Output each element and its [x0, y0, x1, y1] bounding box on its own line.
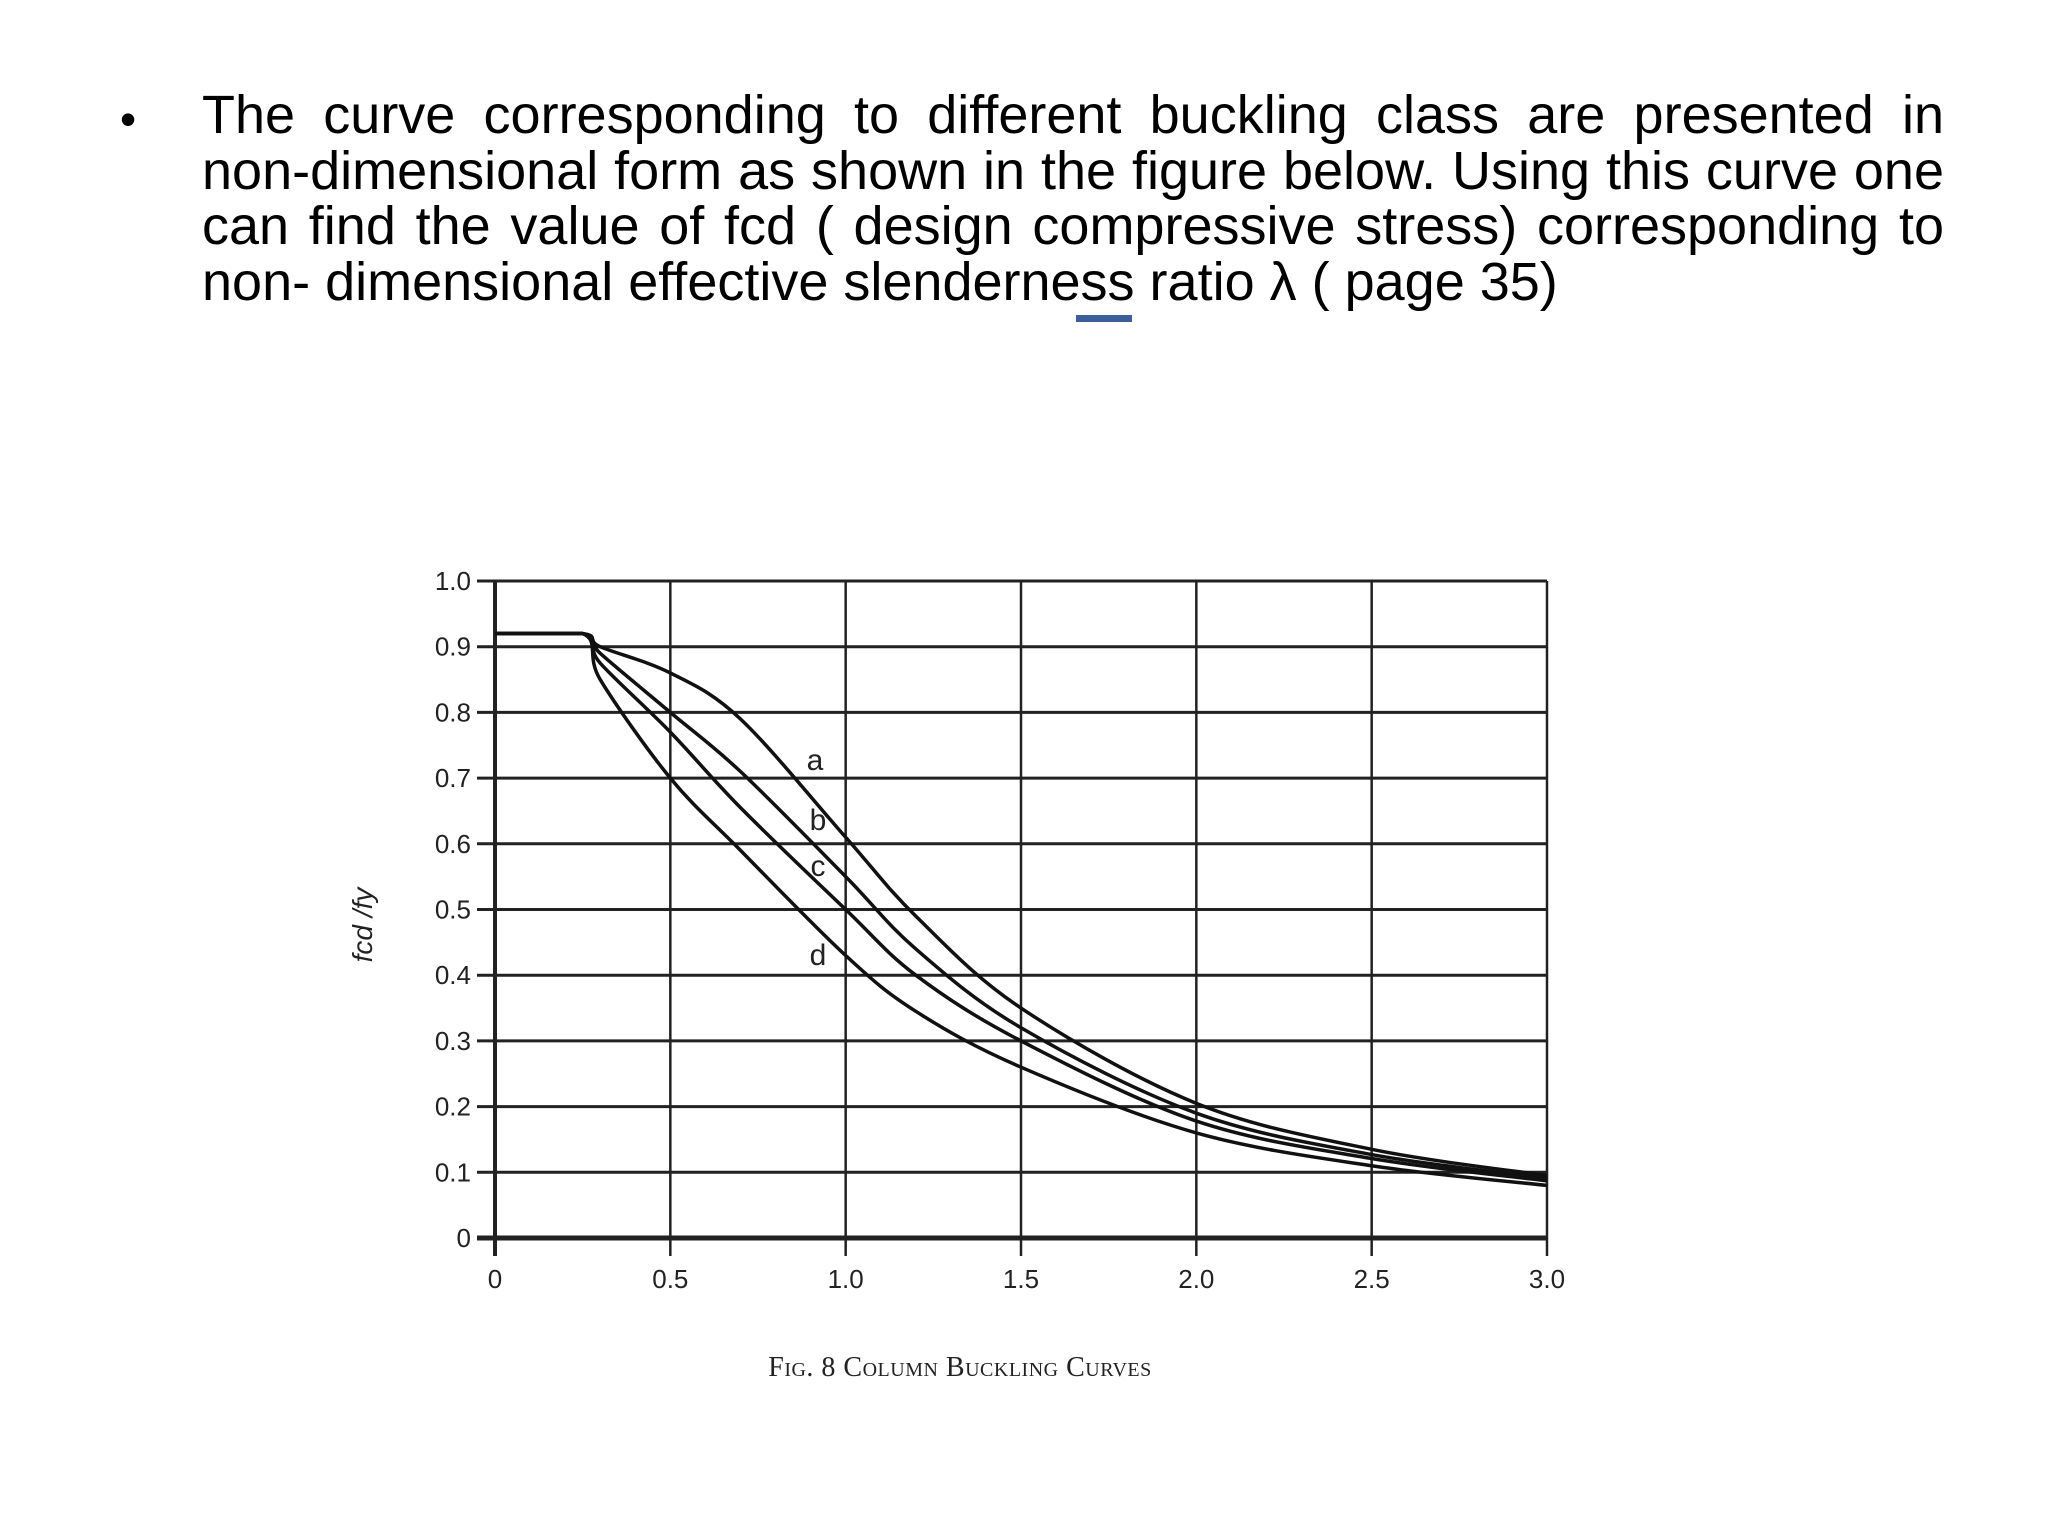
curve-labels: abc d [807, 744, 827, 972]
bullet-marker: • [120, 93, 137, 145]
y-tick-label: 0.9 [435, 632, 471, 662]
curve-label-d: d [810, 939, 827, 972]
x-tick-label: 0 [488, 1264, 502, 1294]
y-tick-label: 0.2 [435, 1092, 471, 1122]
y-tick-label: 0.3 [435, 1026, 471, 1056]
curve-c [494, 631, 1548, 1183]
y-tick-label: 1.0 [435, 566, 471, 596]
x-tick-label: 3.0 [1529, 1264, 1565, 1294]
y-axis-label: fcd /fy [347, 886, 378, 963]
tick-labels: 0 0.1 0.2 0.3 0.4 0.5 0.6 0.7 0.8 0.9 1.0 0 0.5 1.0 1.… [435, 566, 1565, 1294]
text-cursor-mark [1076, 315, 1132, 322]
curve-b [494, 631, 1548, 1180]
y-tick-label: 0.7 [435, 763, 471, 793]
x-tick-label: 1.5 [1003, 1264, 1039, 1294]
y-tick-label: 0.5 [435, 895, 471, 925]
x-tick-label: 0.5 [652, 1264, 688, 1294]
y-tick-label: 0.1 [435, 1157, 471, 1187]
y-tick-label: 0.4 [435, 960, 471, 990]
curves [494, 631, 1548, 1188]
curve-label-a: a [807, 744, 824, 777]
figure-caption: Fig. 8 Column Buckling Curves [768, 1352, 1152, 1383]
curve-label-c: c [811, 850, 826, 883]
curve-d [494, 631, 1548, 1188]
x-tick-label: 2.5 [1354, 1264, 1390, 1294]
x-tick-label: 1.0 [828, 1264, 864, 1294]
curve-label-b: b [810, 804, 827, 837]
y-tick-label: 0 [457, 1223, 471, 1253]
x-tick-label: 2.0 [1178, 1264, 1214, 1294]
y-tick-label: 0.8 [435, 697, 471, 727]
y-tick-label: 0.6 [435, 829, 471, 859]
grid [477, 579, 1549, 1256]
body-paragraph: The curve corresponding to different buc… [202, 85, 1944, 312]
curve-a [494, 631, 1548, 1178]
